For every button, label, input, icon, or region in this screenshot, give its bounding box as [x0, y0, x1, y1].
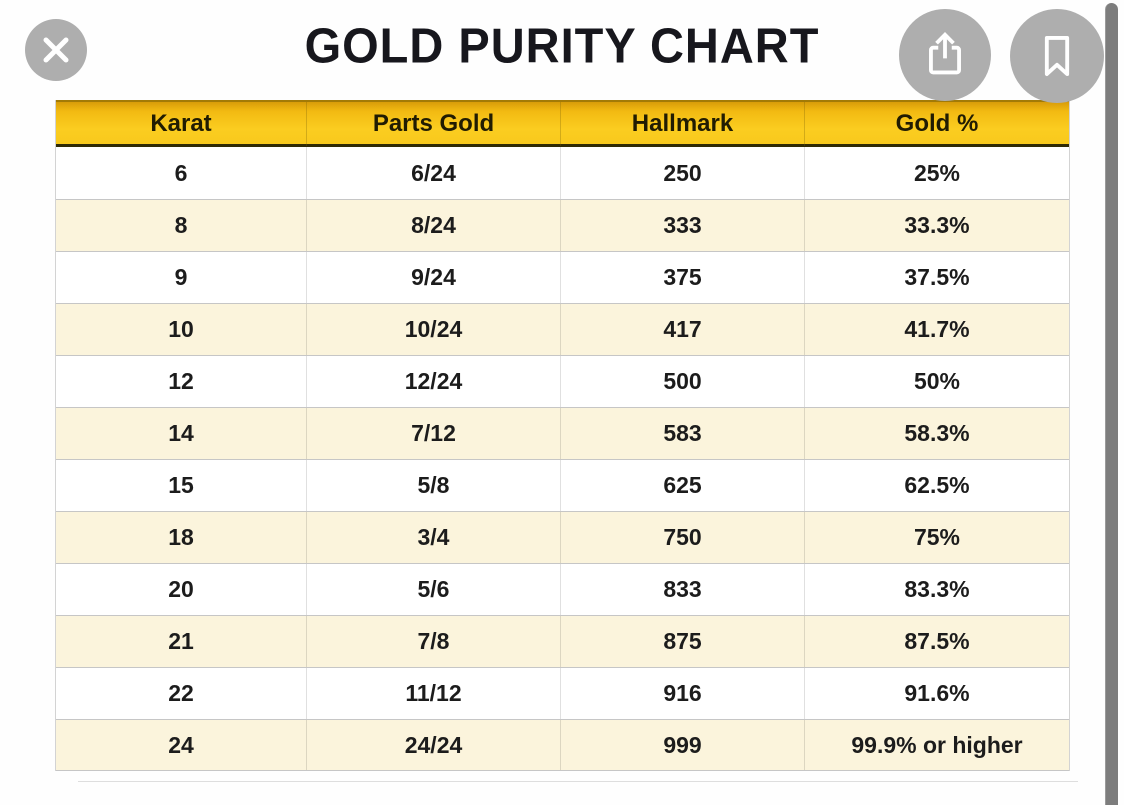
- table-cell: 24: [168, 731, 194, 758]
- table-row: 21 7/8 875 87.5%: [56, 615, 1069, 667]
- table-cell: 50%: [804, 356, 1069, 407]
- table-row: 9 9/24 375 37.5%: [56, 251, 1069, 303]
- table-cell: 999: [560, 720, 804, 770]
- table-cell: 8: [174, 212, 188, 238]
- table-row: 10 10/24 417 41.7%: [56, 303, 1069, 355]
- table-cell: 6: [174, 159, 188, 186]
- scrollbar[interactable]: [1105, 3, 1118, 805]
- table-row: 12 12/24 500 50%: [56, 355, 1069, 407]
- table-cell: 3/4: [306, 512, 560, 563]
- table-cell: 833: [560, 564, 804, 615]
- table-cell: 15: [168, 472, 194, 498]
- table-cell: 18: [168, 524, 194, 550]
- table-cell: 91.6%: [804, 668, 1069, 719]
- table-cell: 500: [560, 356, 804, 407]
- table-row: 8 8/24 333 33.3%: [56, 199, 1069, 251]
- table-cell: 875: [560, 616, 804, 667]
- table-cell: 20: [168, 576, 194, 602]
- table-cell: 41.7%: [804, 304, 1069, 355]
- table-cell: 7/8: [306, 616, 560, 667]
- table-cell: 58.3%: [804, 408, 1069, 459]
- table-cell: 83.3%: [804, 564, 1069, 615]
- table-cell: 37.5%: [804, 252, 1069, 303]
- table-cell: 5/6: [306, 564, 560, 615]
- table-body: 6 6/24 250 25% 8 8/24 333 33.3% 9 9/24 375 37.5% 10 1…: [56, 147, 1069, 771]
- table-cell: 417: [560, 304, 804, 355]
- page-title: GOLD PURITY CHART: [304, 17, 820, 74]
- bookmark-icon: [1044, 35, 1070, 77]
- table-row: 14 7/12 583 58.3%: [56, 407, 1069, 459]
- bookmark-button[interactable]: [1010, 9, 1104, 103]
- column-header-gold-pct: Gold %: [804, 102, 1069, 146]
- table-row: 20 5/6 833 83.3%: [56, 563, 1069, 615]
- table-cell: 99.9% or higher: [804, 720, 1069, 770]
- table-cell: 24/24: [306, 720, 560, 770]
- table-cell: 750: [560, 512, 804, 563]
- table-cell: 583: [560, 408, 804, 459]
- table-bottom-shadow: [78, 781, 1078, 782]
- table-cell: 10/24: [306, 304, 560, 355]
- table-row: 24 24/24 999 99.9% or higher: [56, 719, 1069, 771]
- table-row: 22 11/12 916 91.6%: [56, 667, 1069, 719]
- table-cell: 8/24: [306, 200, 560, 251]
- table-cell: 916: [560, 668, 804, 719]
- table-cell: 75%: [804, 512, 1069, 563]
- column-header-parts-gold: Parts Gold: [306, 102, 560, 146]
- table-row: 6 6/24 250 25%: [56, 147, 1069, 199]
- share-button[interactable]: [899, 9, 991, 101]
- table-cell: 11/12: [306, 668, 560, 719]
- table-cell: 10: [168, 316, 194, 342]
- table-row: 18 3/4 750 75%: [56, 511, 1069, 563]
- table-cell: 33.3%: [804, 200, 1069, 251]
- table-cell: 25%: [804, 147, 1069, 199]
- table-cell: 87.5%: [804, 616, 1069, 667]
- table-cell: 14: [168, 420, 194, 446]
- table-cell: 6/24: [306, 147, 560, 199]
- share-icon: [929, 32, 961, 75]
- table-cell: 250: [560, 147, 804, 199]
- column-header-karat: Karat: [150, 110, 212, 137]
- close-icon: [43, 37, 69, 63]
- table-header: Karat Parts Gold Hallmark Gold %: [56, 100, 1069, 147]
- table-cell: 12: [168, 368, 194, 394]
- table-row: 15 5/8 625 62.5%: [56, 459, 1069, 511]
- close-button[interactable]: [25, 19, 87, 81]
- table-cell: 22: [168, 680, 194, 706]
- table-cell: 12/24: [306, 356, 560, 407]
- table-cell: 9/24: [306, 252, 560, 303]
- table-cell: 375: [560, 252, 804, 303]
- table-cell: 7/12: [306, 408, 560, 459]
- table-cell: 21: [168, 628, 194, 654]
- table-cell: 5/8: [306, 460, 560, 511]
- table-cell: 625: [560, 460, 804, 511]
- table-cell: 62.5%: [804, 460, 1069, 511]
- gold-purity-table: Karat Parts Gold Hallmark Gold % 6 6/24 25…: [55, 100, 1070, 771]
- table-cell: 9: [174, 264, 188, 290]
- column-header-hallmark: Hallmark: [560, 102, 804, 146]
- table-cell: 333: [560, 200, 804, 251]
